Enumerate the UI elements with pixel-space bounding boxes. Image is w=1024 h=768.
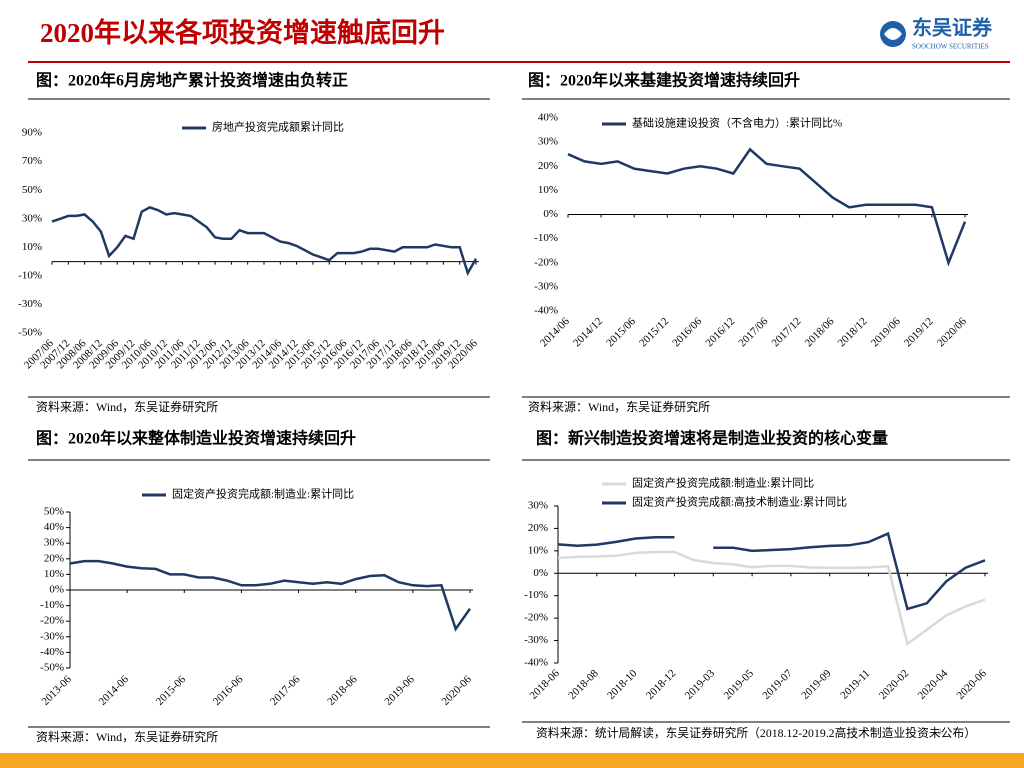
x-tick-label: 2018-10 [605, 667, 640, 702]
x-tick-label: 2016-06 [211, 673, 246, 708]
chart-title: 图：2020年以来基建投资增速持续回升 [528, 71, 800, 90]
y-tick-label: 30% [538, 136, 558, 148]
x-tick-label: 2019-05 [722, 667, 757, 702]
chart-title: 图：新兴制造投资增速将是制造业投资的核心变量 [536, 429, 888, 448]
y-tick-label: 10% [22, 241, 42, 253]
source: 资料来源：Wind，东吴证券研究所 [36, 399, 218, 414]
x-tick-label: 2015-06 [154, 673, 189, 708]
x-tick-label: 2020-06 [439, 673, 474, 708]
x-tick-label: 2020/06 [935, 315, 969, 349]
y-tick-label: -40% [524, 657, 548, 669]
legend-label: 基础设施建设投资（不含电力）:累计同比% [632, 116, 842, 130]
x-tick-label: 2019-06 [382, 673, 417, 708]
y-tick-label: -40% [534, 305, 558, 317]
x-tick-label: 2018/12 [836, 315, 870, 349]
chart-title: 图：2020年以来整体制造业投资增速持续回升 [36, 429, 356, 448]
series-line [51, 206, 478, 277]
x-tick-label: 2020-04 [916, 667, 951, 702]
y-tick-label: -10% [40, 599, 64, 611]
series-line [557, 550, 986, 647]
y-tick-label: -10% [18, 269, 42, 281]
y-tick-label: 40% [538, 112, 558, 124]
logo-icon-mark [884, 28, 902, 40]
x-tick-label: 2019-07 [760, 667, 795, 702]
x-tick-label: 2014-06 [97, 673, 132, 708]
logo: 东吴证券 SOOCHOW SECURITIES [880, 16, 993, 51]
x-tick-label: 2013-06 [39, 673, 74, 708]
x-tick-label: 2019-11 [838, 667, 872, 701]
y-tick-label: 10% [44, 568, 64, 580]
legend-label: 固定资产投资完成额:高技术制造业:累计同比 [632, 495, 847, 509]
source: 资料来源：统计局解读，东吴证券研究所（2018.12-2019.2高技术制造业投… [536, 725, 976, 740]
y-tick-label: 30% [22, 212, 42, 224]
x-tick-label: 2018-12 [644, 667, 678, 701]
y-tick-label: 0% [533, 567, 548, 579]
y-tick-label: -30% [18, 298, 42, 310]
source: 资料来源：Wind，东吴证券研究所 [528, 399, 710, 414]
y-tick-label: 50% [44, 506, 64, 518]
chart-title: 图：2020年6月房地产累计投资增速由负转正 [36, 71, 348, 90]
footer-bar [0, 753, 1024, 768]
y-tick-label: -40% [40, 646, 64, 658]
x-tick-label: 2018-06 [325, 673, 360, 708]
y-tick-label: -30% [40, 630, 64, 642]
x-tick-label: 2020-02 [877, 667, 911, 701]
x-tick-label: 2018-06 [527, 667, 562, 702]
y-tick-label: -10% [524, 589, 548, 601]
y-tick-label: 40% [44, 521, 64, 533]
y-tick-label: -30% [534, 280, 558, 292]
series-line [69, 559, 472, 632]
x-tick-label: 2014/06 [538, 315, 572, 349]
x-tick-label: 2015/06 [604, 315, 638, 349]
source: 资料来源：Wind，东吴证券研究所 [36, 729, 218, 744]
y-tick-label: 50% [22, 184, 42, 196]
legend-label: 固定资产投资完成额:制造业:累计同比 [172, 487, 354, 501]
x-tick-label: 2018/06 [803, 315, 837, 349]
legend-label: 固定资产投资完成额:制造业:累计同比 [632, 476, 814, 490]
y-tick-label: 10% [528, 544, 548, 556]
x-tick-label: 2018-08 [566, 667, 601, 702]
y-tick-label: -20% [534, 256, 558, 268]
y-tick-label: -50% [40, 662, 64, 674]
x-tick-label: 2017-06 [268, 673, 303, 708]
x-tick-label: 2019-03 [683, 667, 718, 702]
x-tick-label: 2016/12 [703, 315, 737, 349]
x-tick-label: 2020-06 [954, 667, 989, 702]
y-tick-label: -20% [40, 615, 64, 627]
logo-sub: SOOCHOW SECURITIES [912, 43, 989, 51]
y-tick-label: -20% [524, 612, 548, 624]
y-tick-label: 0% [49, 584, 64, 596]
x-tick-label: 2017/12 [770, 315, 804, 349]
y-tick-label: 0% [543, 208, 558, 220]
y-tick-label: 10% [538, 184, 558, 196]
x-tick-label: 2017/06 [736, 315, 770, 349]
y-tick-label: 20% [528, 522, 548, 534]
y-tick-label: 30% [44, 537, 64, 549]
slide-title: 2020年以来各项投资增速触底回升 [40, 17, 445, 48]
x-tick-label: 2019/12 [902, 315, 936, 349]
page-number: 4 [937, 727, 942, 737]
y-tick-label: 70% [22, 155, 42, 167]
y-tick-label: 30% [528, 500, 548, 512]
x-tick-label: 2019-09 [799, 667, 834, 702]
y-tick-label: -50% [18, 327, 42, 339]
y-tick-label: 90% [22, 127, 42, 139]
x-tick-label: 2015/12 [637, 315, 671, 349]
legend-label: 房地产投资完成额累计同比 [212, 120, 344, 134]
x-tick-label: 2019/06 [869, 315, 903, 349]
y-tick-label: -30% [524, 634, 548, 646]
series-line [567, 147, 967, 267]
x-tick-label: 2016/06 [670, 315, 704, 349]
y-tick-label: -10% [534, 232, 558, 244]
y-tick-label: 20% [538, 160, 558, 172]
logo-name: 东吴证券 [912, 16, 993, 40]
y-tick-label: 20% [44, 552, 64, 564]
x-tick-label: 2014/12 [571, 315, 605, 349]
series-line [557, 531, 986, 611]
